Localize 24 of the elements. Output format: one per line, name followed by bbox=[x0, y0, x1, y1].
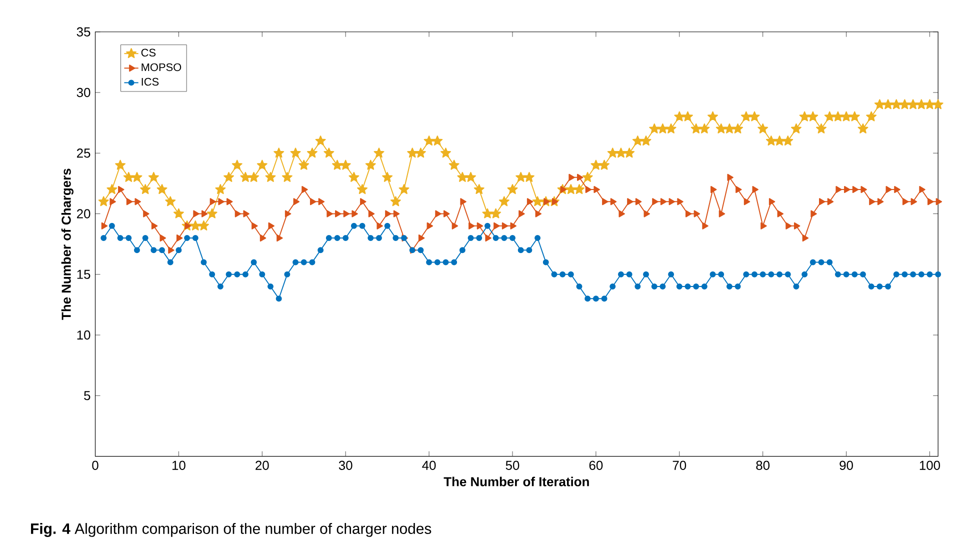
y-tick-label: 25 bbox=[76, 148, 90, 158]
legend-label: ICS bbox=[142, 78, 159, 86]
x-tick-label: 0 bbox=[92, 460, 98, 470]
x-tick-label: 10 bbox=[172, 460, 186, 470]
x-tick-label: 80 bbox=[756, 460, 770, 470]
x-tick-label: 20 bbox=[256, 460, 269, 470]
x-tick-label: 90 bbox=[840, 460, 853, 470]
x-tick-label: 40 bbox=[422, 460, 436, 470]
x-axis-title: The Number of Iteration bbox=[444, 476, 589, 486]
legend-label: MOPSO bbox=[142, 63, 182, 72]
y-axis-title: The Number of Chargers bbox=[61, 168, 74, 320]
text: Fig. 4 Algorithm comparison of the number of charger nodes bbox=[31, 523, 432, 538]
legend-label: CS bbox=[141, 48, 156, 57]
x-tick-label: 60 bbox=[589, 460, 603, 470]
y-tick-label: 5 bbox=[84, 391, 90, 400]
y-tick-label: 30 bbox=[76, 88, 90, 98]
y-tick-label: 10 bbox=[77, 330, 90, 340]
x-tick-label: 100 bbox=[920, 460, 940, 470]
x-tick-label: 70 bbox=[672, 460, 686, 470]
y-tick-label: 15 bbox=[77, 270, 90, 279]
y-tick-label: 35 bbox=[76, 27, 90, 37]
y-tick-label: 20 bbox=[76, 209, 90, 218]
x-tick-label: 30 bbox=[338, 460, 352, 470]
x-tick-label: 50 bbox=[506, 460, 520, 470]
